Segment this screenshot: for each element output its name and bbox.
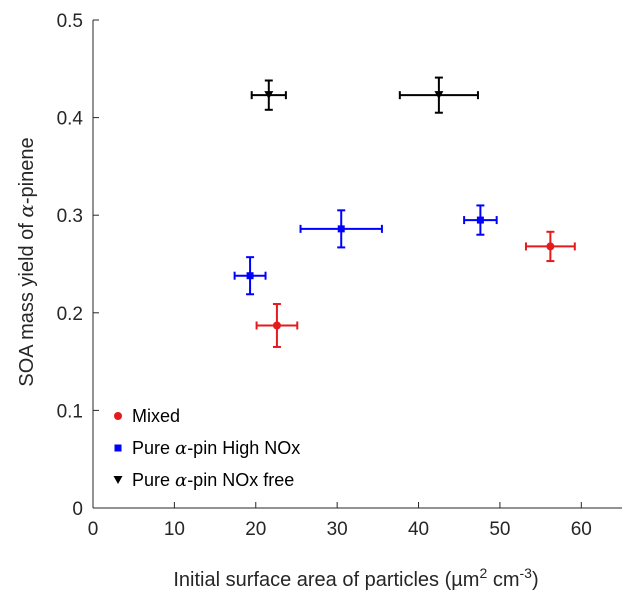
data-point — [337, 225, 345, 233]
y-tick-label: 0.4 — [57, 109, 84, 130]
y-tick-label: 0.1 — [57, 401, 83, 422]
y-axis-ticks: 0 0.1 0.2 0.3 0.4 0.5 — [57, 11, 99, 520]
y-tick-label: 0 — [72, 499, 83, 520]
x-axis-label-sup2: -3 — [519, 565, 532, 581]
legend-label: Mixed — [132, 406, 180, 426]
data-point — [434, 91, 444, 100]
data-point — [272, 321, 281, 330]
x-tick-label: 30 — [327, 519, 348, 540]
legend-marker — [113, 476, 123, 484]
x-tick-label: 60 — [571, 519, 592, 540]
data-point — [476, 216, 484, 224]
y-tick-label: 0.2 — [57, 304, 83, 325]
x-tick-label: 20 — [245, 519, 266, 540]
series-2 — [233, 204, 498, 296]
legend-label: Pure α-pin NOx free — [132, 470, 294, 491]
x-axis-label-sup1: 2 — [479, 565, 487, 581]
data-point — [246, 272, 254, 280]
x-tick-label: 50 — [489, 519, 510, 540]
x-axis-ticks: 0 10 20 30 40 50 60 — [88, 502, 592, 540]
legend-label: Pure α-pin High NOx — [132, 438, 300, 459]
x-tick-label: 40 — [408, 519, 429, 540]
y-tick-label: 0.5 — [57, 11, 83, 32]
data-point — [546, 242, 555, 251]
data-point — [264, 91, 274, 100]
y-axis-label-alpha: α — [14, 204, 38, 218]
data-marks — [233, 76, 576, 348]
y-tick-label: 0.3 — [57, 206, 83, 227]
x-axis-label: Initial surface area of particles (µm2 c… — [173, 565, 538, 591]
series-1 — [255, 230, 576, 348]
legend-marker — [114, 412, 122, 420]
y-axis-label: SOA mass yield of α-pinene — [14, 137, 38, 386]
x-tick-label: 0 — [88, 519, 99, 540]
legend-marker — [114, 444, 122, 452]
legend: Mixed Pure α-pin High NOx Pure α-pin NOx f… — [113, 406, 300, 491]
axes — [92, 20, 622, 509]
x-tick-label: 10 — [164, 519, 185, 540]
series-3 — [250, 76, 479, 114]
